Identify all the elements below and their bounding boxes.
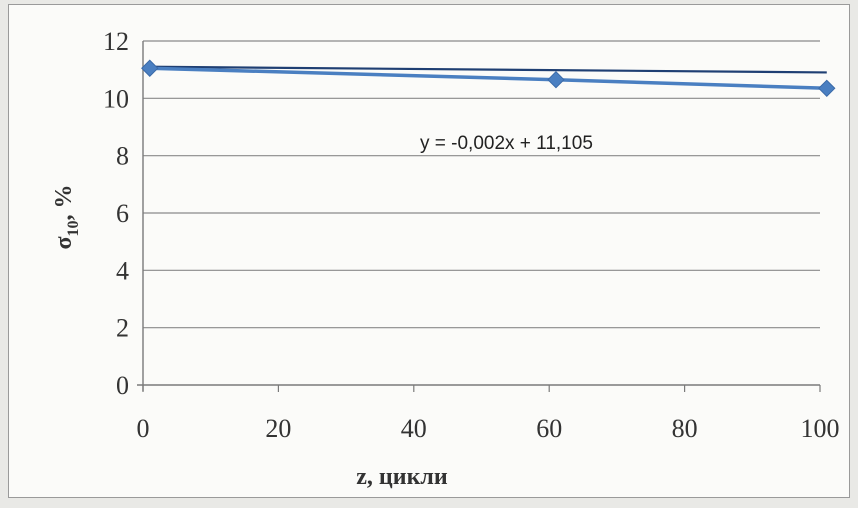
data-point-2 [818,79,836,98]
y-tick-label-8: 8 [116,142,129,171]
y-axis-title-suffix: , % [51,184,77,220]
y-tick-label-12: 12 [103,27,129,56]
x-axis-title: z, цикли [356,464,448,490]
y-tick-label-4: 4 [116,256,129,285]
y-tick-label-10: 10 [103,84,129,113]
x-tick-label-20: 20 [265,414,291,443]
y-axis-title-subscript: 10 [65,220,82,236]
chart-frame: 0 2 4 6 8 10 12 0 20 40 60 80 100 y = -0,002x + 11,1… [8,4,850,498]
data-point-1 [547,70,565,89]
y-axis-title: σ10, % [51,184,82,249]
grid-layer [143,40,820,329]
trendline [149,65,827,74]
x-tick-label-60: 60 [536,414,562,443]
trendline-equation-label: y = -0,002x + 11,105 [420,133,593,154]
y-tick-label-6: 6 [116,199,129,228]
axis-layer: 0 2 4 6 8 10 12 0 20 40 60 80 100 [103,27,840,443]
series-layer [141,59,836,98]
y-axis-title-main: σ [51,236,77,249]
x-tick-label-40: 40 [401,414,427,443]
data-point-0 [141,59,159,77]
y-tick-label-0: 0 [116,371,129,400]
x-tick-label-100: 100 [801,414,840,443]
x-tick-label-80: 80 [672,414,698,443]
y-tick-label-2: 2 [116,314,129,343]
chart-svg: 0 2 4 6 8 10 12 0 20 40 60 80 100 y = -0,002x + 11,1… [51,27,840,490]
x-tick-label-0: 0 [137,414,150,443]
